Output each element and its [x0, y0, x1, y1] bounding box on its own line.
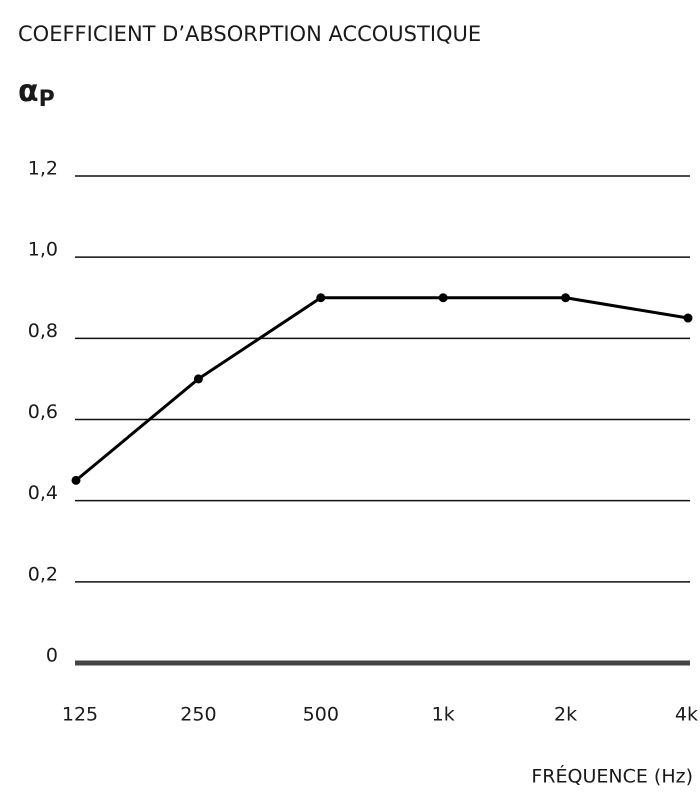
y-axis-symbol: α — [18, 74, 39, 109]
data-point — [683, 313, 693, 323]
y-tick-label: 0,2 — [28, 563, 58, 585]
data-point — [316, 293, 326, 303]
x-tick-label: 2k — [554, 704, 577, 726]
y-tick-label: 0,4 — [28, 482, 58, 504]
x-tick-label: 500 — [303, 704, 339, 726]
data-point — [561, 293, 571, 303]
y-tick-label: 1,0 — [28, 239, 58, 261]
y-tick-label: 0 — [46, 645, 58, 667]
chart-title: COEFFICIENT D’ABSORPTION ACCOUSTIQUE — [18, 22, 481, 46]
y-axis-subscript: P — [39, 87, 55, 112]
y-tick-label: 0,8 — [28, 320, 58, 342]
y-tick-label: 0,6 — [28, 401, 58, 423]
data-point — [438, 293, 448, 303]
y-axis-label: αP — [18, 74, 55, 113]
x-tick-label: 4k — [675, 704, 698, 726]
x-tick-label: 1k — [432, 704, 455, 726]
x-tick-label: 250 — [180, 704, 216, 726]
y-tick-label: 1,2 — [28, 158, 58, 180]
x-tick-label: 125 — [62, 704, 98, 726]
x-axis-label: FRÉQUENCE (Hz) — [531, 765, 693, 788]
data-point — [193, 374, 203, 384]
data-line — [75, 296, 689, 482]
data-point — [71, 475, 81, 485]
